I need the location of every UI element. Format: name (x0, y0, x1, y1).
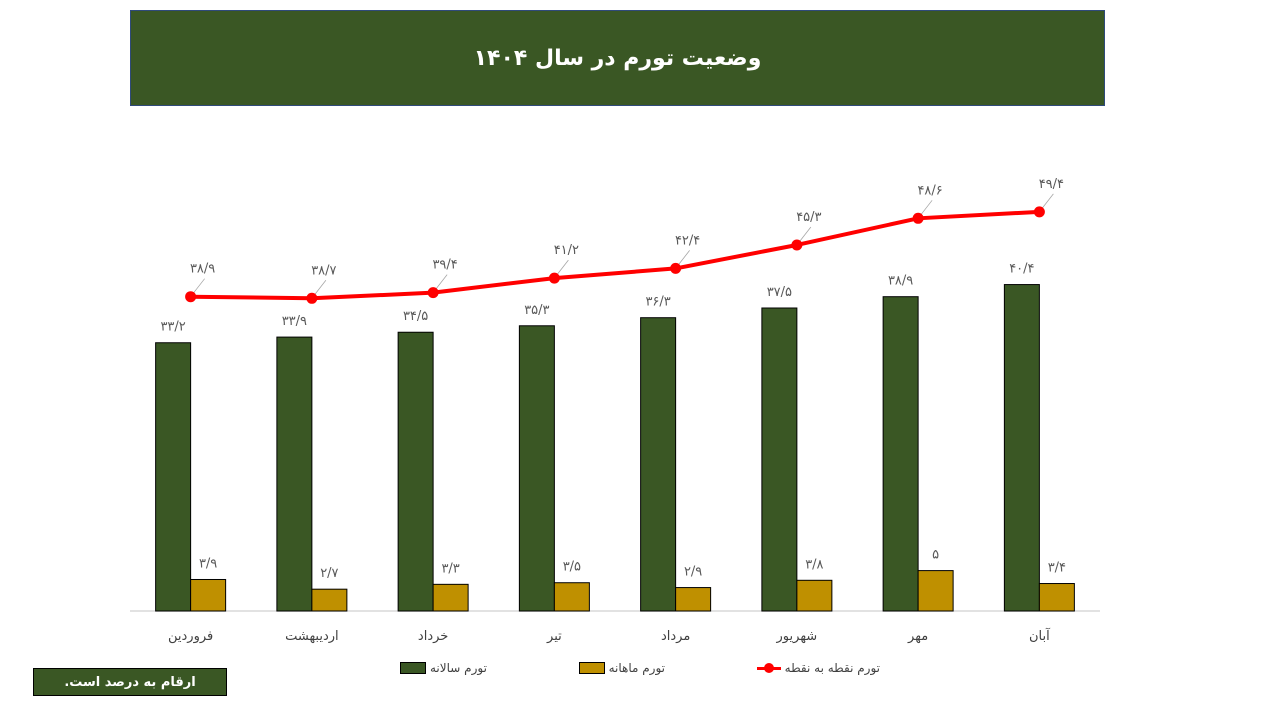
bar-monthly (190, 578, 227, 612)
legend-item-monthly: تورم ماهانه (578, 661, 665, 675)
bar-annual-label: ۳۴/۵ (403, 309, 428, 324)
legend-item-point: تورم نقطه به نقطه (756, 661, 880, 675)
line-point-label: ۴۱/۲ (554, 243, 579, 258)
line-point-label: ۴۵/۳ (796, 210, 821, 225)
bar-monthly-label: ۵ (932, 548, 939, 563)
legend-label-point: تورم نقطه به نقطه (784, 661, 880, 675)
bar-annual-label: ۳۸/۹ (888, 274, 913, 289)
title-banner: وضعیت تورم در سال ۱۴۰۴ (130, 10, 1105, 106)
legend-item-annual: تورم سالانه (400, 661, 487, 675)
legend-label-annual: تورم سالانه (430, 661, 487, 675)
bar-annual-label: ۳۳/۹ (282, 314, 307, 329)
bar-monthly-label: ۳/۸ (805, 557, 823, 572)
line-marker (548, 272, 560, 284)
bar-monthly-label: ۳/۴ (1048, 561, 1066, 576)
bar-monthly-label: ۲/۷ (320, 566, 338, 581)
line-marker (306, 292, 318, 304)
gold-swatch-icon (578, 662, 605, 674)
line-marker (912, 212, 924, 224)
bar-annual-label: ۳۷/۵ (767, 285, 792, 300)
x-axis-category-label: مهر (907, 629, 928, 644)
line-point-label: ۳۹/۴ (432, 258, 457, 273)
bar-annual-label: ۴۰/۴ (1009, 262, 1034, 277)
units-note: ارقام به درصد است. (33, 668, 227, 696)
bar-monthly (553, 582, 590, 612)
bar-monthly (675, 587, 712, 612)
bar-annual (397, 331, 434, 612)
line-point-label: ۴۹/۴ (1039, 177, 1064, 192)
x-axis-category-label: تیر (546, 629, 562, 644)
bar-annual (761, 307, 798, 612)
bar-monthly-label: ۳/۳ (441, 561, 459, 576)
bar-monthly-label: ۳/۵ (563, 560, 581, 575)
line-point-label: ۴۲/۴ (675, 233, 700, 248)
x-axis-category-label: شهریور (776, 629, 818, 644)
bar-annual (276, 336, 313, 612)
x-axis-category-label: مرداد (661, 629, 690, 644)
bar-monthly-label: ۲/۹ (684, 565, 702, 580)
bar-annual (882, 296, 919, 612)
bar-monthly (917, 570, 954, 612)
line-marker (670, 262, 682, 274)
x-axis-category-label: خرداد (418, 629, 448, 644)
bar-annual-label: ۳۵/۳ (524, 303, 549, 318)
bar-annual (1003, 284, 1040, 612)
bar-monthly (796, 579, 833, 612)
units-note-text: ارقام به درصد است. (64, 674, 196, 690)
line-point-label: ۴۸/۶ (917, 183, 942, 198)
bar-monthly (1038, 583, 1075, 612)
x-axis-category-label: آبان (1029, 627, 1051, 644)
bar-monthly (311, 588, 348, 612)
chart-legend: تورم نقطه به نقطه تورم ماهانه تورم سالان… (400, 658, 880, 678)
line-marker (427, 287, 439, 299)
green-swatch-icon (400, 662, 426, 674)
bar-monthly (432, 583, 469, 612)
line-point-to-point (190, 209, 1040, 301)
bar-annual (518, 325, 555, 612)
line-marker (1033, 206, 1045, 218)
x-axis-category-label: اردیبهشت (285, 629, 339, 644)
bar-annual-label: ۳۳/۲ (160, 320, 185, 335)
line-marker (791, 239, 803, 251)
line-marker (185, 291, 197, 303)
line-point-label: ۳۸/۹ (190, 262, 215, 277)
x-axis-category-label: فروردین (168, 629, 213, 644)
bar-monthly-label: ۳/۹ (199, 556, 217, 571)
legend-label-monthly: تورم ماهانه (608, 661, 665, 675)
bar-annual-label: ۳۶/۳ (645, 295, 670, 310)
bar-annual (640, 317, 677, 612)
page-title: وضعیت تورم در سال ۱۴۰۴ (473, 45, 762, 71)
line-point-label: ۳۸/۷ (311, 263, 336, 278)
bar-annual (155, 342, 192, 612)
line-marker-icon (756, 663, 781, 673)
